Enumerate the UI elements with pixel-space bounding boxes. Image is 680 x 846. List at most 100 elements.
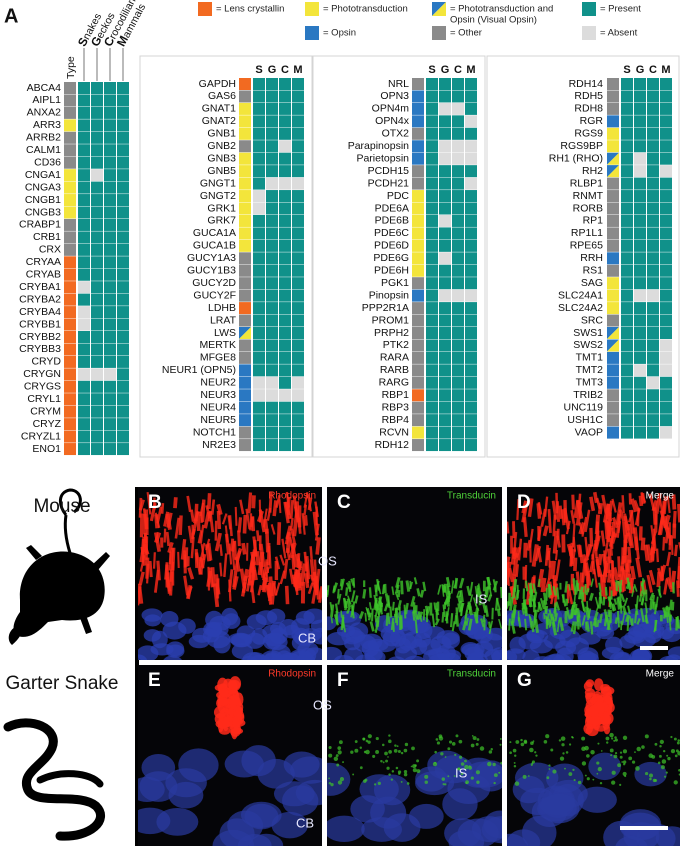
present-cell [452, 401, 464, 414]
gene-type [239, 327, 251, 339]
stain-fiber [206, 493, 212, 510]
stain-fiber [462, 620, 468, 631]
present-cell [426, 127, 438, 140]
stain-speck [531, 760, 535, 764]
present-cell [660, 252, 672, 265]
stain-fiber [675, 616, 680, 629]
stain-fiber [450, 580, 455, 594]
present-cell [266, 102, 278, 115]
gene-type [607, 140, 619, 153]
stain-fiber [630, 498, 638, 513]
species-abbrev: G [268, 64, 277, 76]
stain-fiber [350, 590, 356, 603]
present-cell [621, 177, 633, 190]
stain-fiber [529, 586, 534, 595]
gene-name: CNGA1 [25, 169, 61, 181]
present-cell [452, 264, 464, 277]
stain-blob [232, 718, 241, 729]
present-cell [279, 351, 291, 364]
stain-fiber [374, 614, 378, 623]
present-cell [91, 181, 103, 194]
stain-fiber [336, 588, 340, 599]
present-cell [78, 94, 90, 107]
present-cell [452, 426, 464, 439]
present-cell [292, 314, 304, 327]
present-cell [117, 318, 129, 331]
stain-label: Transducin [447, 491, 496, 502]
present-cell [117, 268, 129, 281]
stain-blob [213, 705, 227, 719]
present-cell [647, 389, 659, 402]
stain-fiber [249, 516, 255, 531]
gene-type [239, 351, 251, 364]
gene-name: RH1 (RHO) [549, 152, 603, 164]
stain-speck [573, 778, 576, 782]
present-cell [78, 430, 90, 443]
stain-fiber [467, 618, 473, 631]
gene-type [239, 302, 251, 315]
nucleus [463, 761, 502, 788]
present-cell [439, 327, 451, 339]
stain-fiber [337, 593, 342, 605]
present-cell [253, 239, 265, 252]
nucleus [295, 779, 322, 806]
present-cell [78, 343, 90, 356]
gene-name: GUCY2F [193, 289, 236, 301]
nucleus [533, 656, 552, 660]
stain-speck [457, 767, 461, 771]
present-cell [292, 152, 304, 165]
stain-speck [380, 759, 383, 763]
nucleus [359, 774, 399, 805]
gene-name: RBP3 [382, 401, 410, 413]
present-cell [452, 165, 464, 178]
stain-fiber [416, 611, 422, 620]
stain-speck [328, 745, 332, 750]
gene-type [239, 90, 251, 103]
present-cell [292, 90, 304, 103]
absent-cell [439, 140, 451, 153]
stain-speck [667, 756, 671, 761]
present-cell [91, 343, 103, 356]
present-cell [426, 302, 438, 315]
stain-fiber [203, 511, 211, 529]
stain-speck [622, 760, 627, 764]
stain-fiber [241, 542, 247, 555]
gene-type [607, 177, 619, 190]
present-cell [426, 239, 438, 252]
stain-fiber [174, 517, 181, 539]
gene-type [239, 439, 251, 452]
stain-speck [335, 754, 339, 758]
stain-fiber [344, 600, 348, 611]
stain-speck [552, 769, 557, 774]
nucleus [441, 649, 462, 660]
stain-speck [465, 780, 469, 785]
gene-type [412, 376, 424, 389]
nucleus [266, 608, 286, 624]
present-cell [439, 277, 451, 290]
present-cell [104, 393, 116, 406]
stain-fiber [589, 621, 594, 635]
stain-fiber [340, 578, 345, 591]
present-cell [426, 289, 438, 302]
present-cell [91, 243, 103, 256]
stain-fiber [339, 578, 344, 587]
present-cell [439, 389, 451, 402]
gene-type [64, 405, 76, 418]
present-cell [104, 355, 116, 368]
absent-cell [634, 289, 646, 302]
legend-swatch [198, 2, 212, 16]
present-cell [117, 231, 129, 244]
present-cell [279, 165, 291, 178]
present-cell [465, 214, 477, 227]
gene-type [412, 165, 424, 178]
present-cell [452, 115, 464, 128]
stain-fiber [405, 580, 411, 592]
present-cell [91, 82, 103, 94]
stain-speck [592, 778, 595, 781]
stain-speck [365, 749, 370, 755]
present-cell [266, 78, 278, 90]
stain-fiber [663, 607, 668, 619]
stain-speck [412, 768, 417, 773]
gene-name: PDE6A [375, 202, 409, 214]
present-cell [279, 414, 291, 427]
